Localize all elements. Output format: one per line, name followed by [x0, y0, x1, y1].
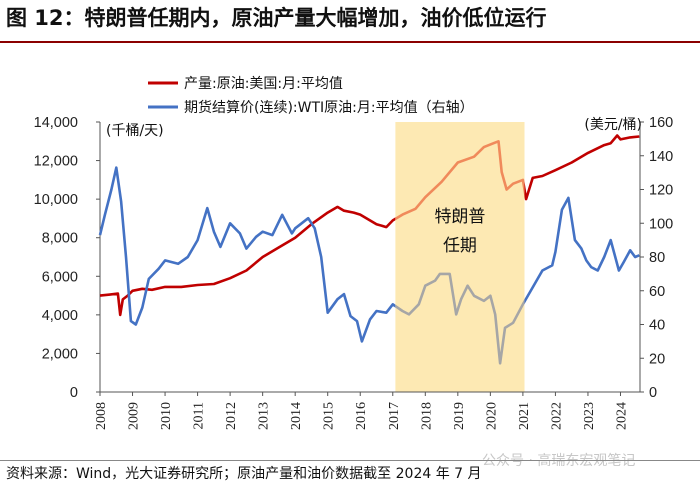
legend-label-production: 产量:原油:美国:月:平均值 [184, 76, 343, 92]
x-tick-label: 2019 [452, 402, 467, 430]
right-tick-label: 100 [649, 216, 673, 232]
left-tick-label: 2,000 [42, 346, 78, 362]
left-tick-label: 4,000 [42, 308, 78, 324]
right-tick-label: 20 [649, 351, 665, 367]
band-label-line1: 特朗普 [434, 207, 485, 227]
x-tick-label: 2008 [94, 402, 109, 430]
footer-divider [0, 460, 700, 461]
x-tick-label: 2023 [582, 402, 597, 430]
oil-chart: 02,0004,0006,0008,00010,00012,00014,000 … [34, 76, 674, 430]
right-axis-ticks: 0 20 40 60 80 100 120 140 160 [640, 115, 673, 401]
production-line [99, 134, 640, 317]
left-tick-label: 0 [70, 385, 78, 401]
figure-title: 图 12：特朗普任期内，原油产量大幅增加，油价低位运行 [6, 6, 547, 30]
x-tick-label: 2009 [127, 402, 142, 430]
x-axis-ticks: 2008 2009 2010 2011 2012 2013 2014 2015 2016 2017… [94, 392, 629, 430]
right-tick-label: 40 [649, 318, 665, 334]
x-tick-label: 2015 [322, 402, 337, 430]
band-label-line2: 任期 [443, 236, 477, 256]
x-tick-label: 2013 [257, 402, 272, 430]
source-note: 资料来源：Wind，光大证券研究所；原油产量和油价数据截至 2024 年 7 月 [6, 466, 482, 482]
right-tick-label: 0 [649, 385, 657, 401]
price-line [98, 166, 640, 365]
x-tick-label: 2020 [484, 402, 499, 430]
left-tick-label: 8,000 [42, 231, 78, 247]
left-tick-label: 12,000 [34, 154, 78, 170]
watermark: 公众号 · 高瑞东宏观笔记 [482, 453, 636, 469]
legend: 产量:原油:美国:月:平均值 期货结算价(连续):WTI原油:月:平均值（右轴） [148, 76, 474, 116]
x-tick-label: 2022 [549, 402, 564, 430]
left-axis-ticks: 0 2,000 4,000 6,000 8,000 10,000 12,000 14,000 [34, 115, 100, 401]
left-tick-label: 6,000 [42, 269, 78, 285]
left-tick-label: 14,000 [34, 115, 78, 131]
x-tick-label: 2014 [289, 402, 304, 430]
price-line-trump-term [395, 272, 525, 365]
x-tick-label: 2017 [387, 402, 402, 430]
right-axis-unit: (美元/桶) [584, 117, 642, 133]
left-tick-label: 10,000 [34, 192, 78, 208]
right-tick-label: 80 [649, 250, 665, 266]
x-tick-label: 2011 [192, 402, 207, 429]
x-tick-label: 2016 [354, 402, 369, 430]
series-layer [98, 134, 640, 365]
x-tick-label: 2012 [224, 402, 239, 430]
x-tick-label: 2010 [159, 402, 174, 430]
right-tick-label: 60 [649, 284, 665, 300]
x-tick-label: 2024 [614, 402, 629, 430]
x-tick-label: 2021 [517, 402, 532, 430]
title-divider [0, 41, 700, 43]
left-axis-unit: (千桶/天) [106, 123, 164, 139]
legend-label-price: 期货结算价(连续):WTI原油:月:平均值（右轴） [184, 99, 474, 116]
x-tick-label: 2018 [419, 402, 434, 430]
right-tick-label: 120 [649, 183, 673, 199]
right-tick-label: 160 [649, 115, 673, 131]
right-tick-label: 140 [649, 149, 673, 165]
